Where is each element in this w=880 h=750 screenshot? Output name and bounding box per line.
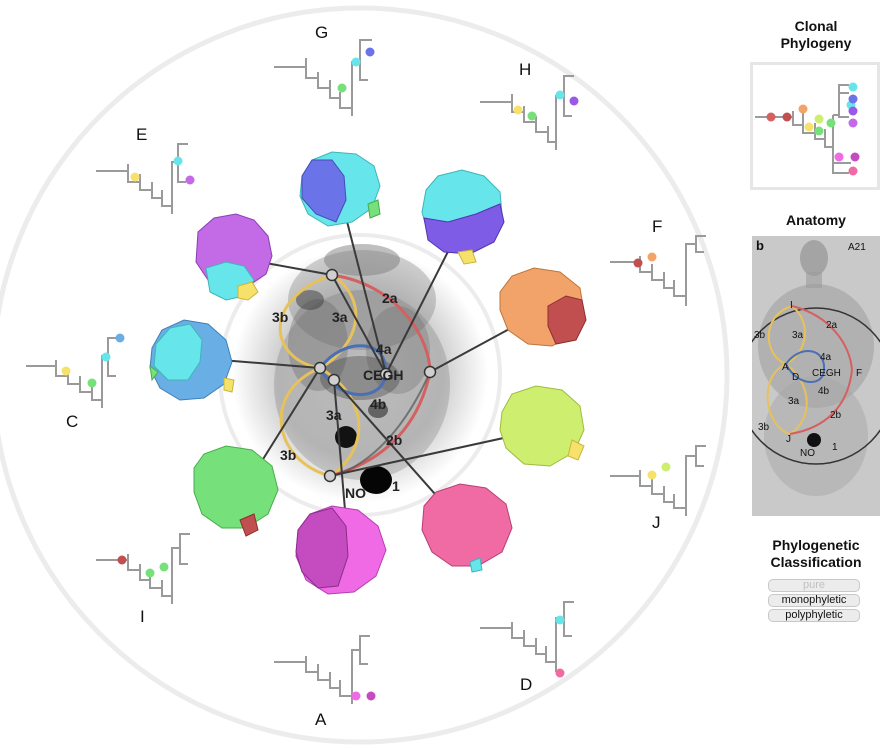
tree-J — [610, 445, 706, 516]
sample-label-I: I — [140, 607, 145, 626]
node-D — [327, 373, 341, 387]
clonal-tree — [755, 82, 860, 176]
node-A — [313, 361, 327, 375]
tree-H-nodes — [513, 90, 579, 121]
classification-title: Phylogenetic Classification — [770, 537, 862, 570]
svg-text:A21: A21 — [848, 242, 866, 253]
svg-text:3a: 3a — [788, 396, 800, 407]
svg-text:2a: 2a — [382, 290, 398, 306]
sample-label-G: G — [315, 23, 328, 42]
tree-I-nodes — [117, 555, 169, 578]
svg-text:2b: 2b — [830, 410, 842, 421]
sample-label-D: D — [520, 675, 532, 694]
monophyletic-button[interactable]: monophyletic — [768, 594, 860, 607]
svg-text:D: D — [792, 372, 799, 383]
clonal-phylogeny-title: Clonal Phylogeny — [780, 18, 852, 51]
svg-text:3a: 3a — [326, 407, 342, 423]
svg-text:3b: 3b — [758, 422, 770, 433]
clone-blob-A-sample — [193, 445, 279, 537]
svg-text:F: F — [856, 368, 862, 379]
anatomy-nodes — [313, 268, 437, 483]
svg-text:b: b — [756, 238, 764, 253]
svg-text:4b: 4b — [370, 396, 386, 412]
svg-text:1: 1 — [392, 478, 400, 494]
sample-label-H: H — [519, 60, 531, 79]
region-labels: 2a 3b 3a 4a CEGH 4b 3a 2b 3b NO 1 — [272, 290, 403, 501]
node-I — [325, 268, 339, 282]
svg-text:NO: NO — [800, 448, 815, 459]
svg-text:3a: 3a — [792, 330, 804, 341]
tree-E — [96, 143, 188, 214]
clone-blob-D-sample — [295, 505, 387, 595]
tree-F-nodes — [633, 252, 657, 268]
svg-text:1: 1 — [832, 442, 838, 453]
tree-H — [480, 75, 574, 150]
svg-text:J: J — [786, 434, 791, 445]
svg-text:A: A — [782, 362, 789, 373]
svg-text:CEGH: CEGH — [363, 367, 403, 383]
svg-text:I: I — [790, 300, 793, 311]
sample-label-E: E — [136, 125, 147, 144]
anatomy-panel: b A21 I 2a 3b 3a 4a A D CEGH F 4b 3a 2b … — [752, 236, 880, 516]
clone-blob-G-sample — [299, 151, 381, 227]
sample-label-A: A — [315, 710, 327, 729]
sample-label-J: J — [652, 513, 661, 532]
clone-blob-pink-sample — [421, 483, 513, 573]
sample-label-C: C — [66, 412, 78, 431]
tree-C-nodes — [61, 333, 125, 388]
clone-blob-J-sample — [499, 385, 585, 467]
svg-text:3a: 3a — [332, 309, 348, 325]
anatomy-panel-image: b A21 I 2a 3b 3a 4a A D CEGH F 4b 3a 2b … — [752, 236, 880, 516]
anatomy-title: Anatomy — [786, 212, 846, 228]
sample-labels: G H E F C J I D A — [66, 23, 662, 729]
sample-label-F: F — [652, 217, 662, 236]
tree-J-nodes — [647, 462, 671, 480]
pure-button[interactable]: pure — [768, 579, 860, 592]
node-CEGH — [379, 367, 393, 381]
svg-text:4b: 4b — [818, 386, 830, 397]
tree-G — [274, 39, 372, 116]
svg-text:4a: 4a — [376, 341, 392, 357]
tree-A-nodes — [351, 691, 376, 701]
svg-text:4a: 4a — [820, 352, 832, 363]
polyphyletic-button[interactable]: polyphyletic — [768, 609, 860, 622]
clone-blob-C-sample — [149, 319, 235, 401]
svg-text:NO: NO — [345, 485, 366, 501]
node-F — [423, 365, 437, 379]
clone-blob-I-sample — [195, 213, 273, 301]
tree-A — [274, 635, 370, 704]
tree-D-nodes — [555, 615, 565, 678]
svg-text:3b: 3b — [754, 330, 766, 341]
clone-blob-H-sample — [421, 169, 505, 265]
svg-text:3b: 3b — [272, 309, 288, 325]
clone-blob-F-sample — [499, 267, 587, 347]
svg-text:CEGH: CEGH — [812, 368, 841, 379]
svg-text:2b: 2b — [386, 432, 402, 448]
clonal-phylogeny-panel — [750, 62, 880, 190]
svg-text:3b: 3b — [280, 447, 296, 463]
tree-C — [26, 337, 118, 408]
tree-D — [480, 601, 574, 672]
tree-E-nodes — [130, 156, 195, 185]
svg-text:2a: 2a — [826, 320, 838, 331]
tree-G-nodes — [337, 47, 375, 93]
node-J — [323, 469, 337, 483]
